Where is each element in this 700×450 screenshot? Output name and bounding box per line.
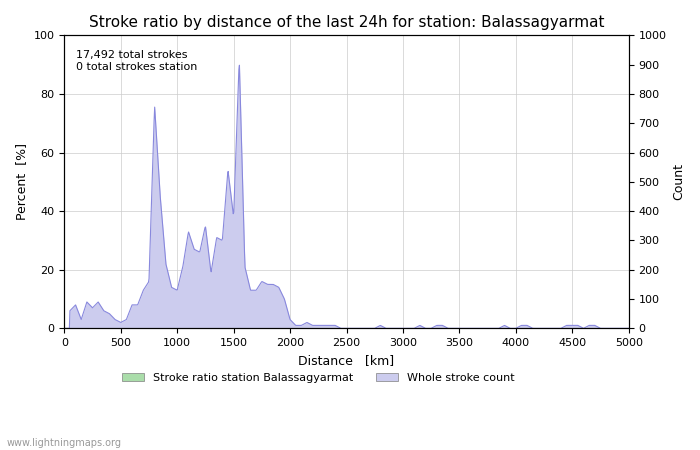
Text: 17,492 total strokes
0 total strokes station: 17,492 total strokes 0 total strokes sta…: [76, 50, 197, 72]
X-axis label: Distance   [km]: Distance [km]: [298, 354, 395, 367]
Y-axis label: Count: Count: [672, 163, 685, 200]
Text: www.lightningmaps.org: www.lightningmaps.org: [7, 437, 122, 447]
Title: Stroke ratio by distance of the last 24h for station: Balassagyarmat: Stroke ratio by distance of the last 24h…: [89, 15, 604, 30]
Legend: Stroke ratio station Balassagyarmat, Whole stroke count: Stroke ratio station Balassagyarmat, Who…: [118, 369, 519, 387]
Y-axis label: Percent  [%]: Percent [%]: [15, 144, 28, 220]
